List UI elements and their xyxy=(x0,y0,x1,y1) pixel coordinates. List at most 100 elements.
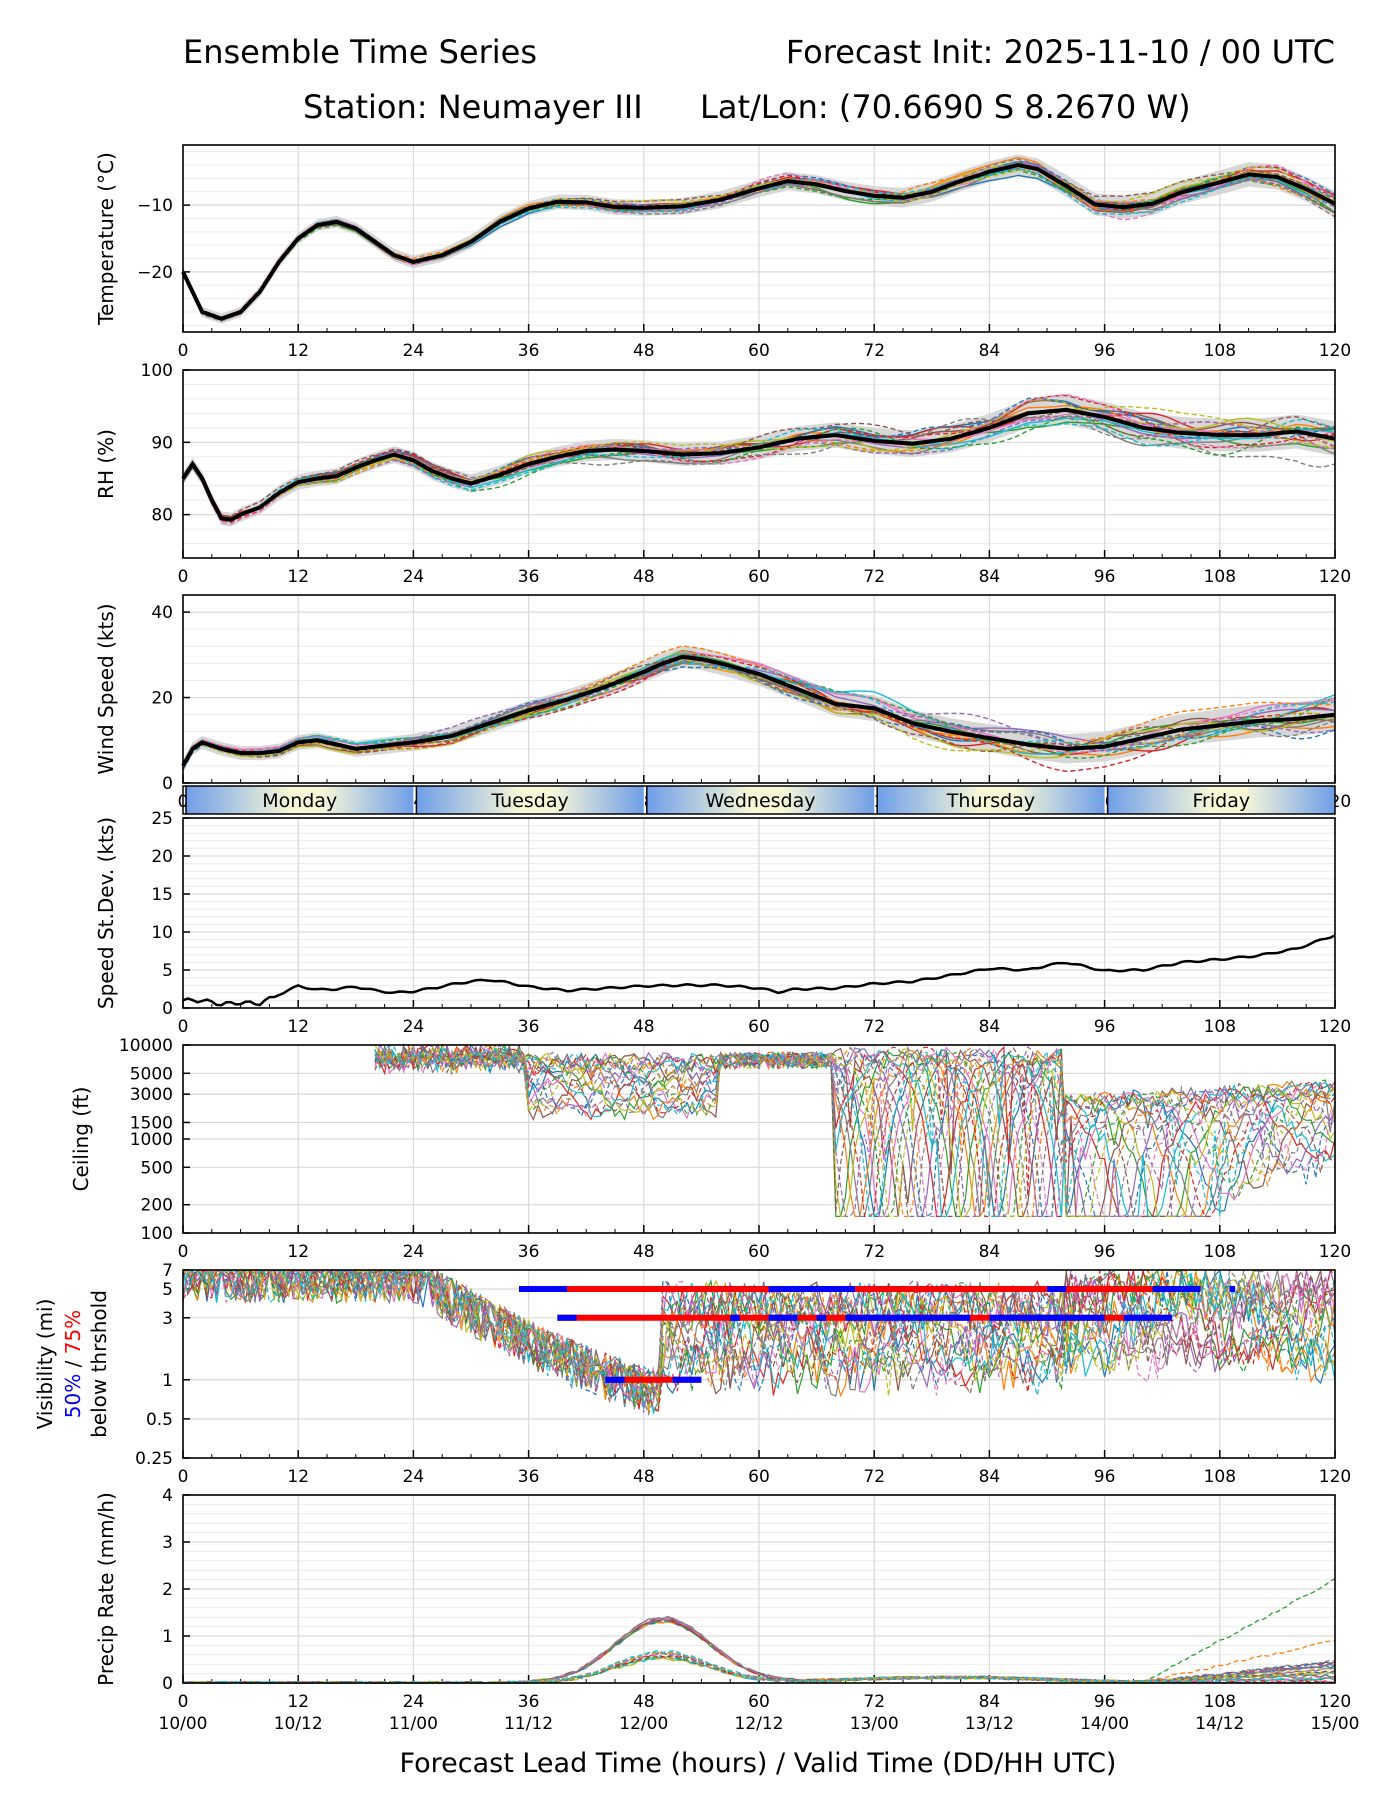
precip-xtick-label: 60 xyxy=(748,1692,770,1712)
valid-time-label: 10/00 xyxy=(159,1714,208,1734)
ceiling-ytick-label: 200 xyxy=(141,1196,173,1216)
speed-stdev-ytick-label: 5 xyxy=(162,961,173,981)
rh-ytick-label: 100 xyxy=(141,361,173,381)
wind-ytick-label: 0 xyxy=(162,774,173,794)
temperature-frame xyxy=(182,144,1336,333)
wind-member-line xyxy=(182,656,1336,767)
day-segment xyxy=(877,786,1105,814)
visibility-member-line xyxy=(182,1268,1336,1407)
temperature-member-line xyxy=(182,163,1336,319)
ceiling-member-line xyxy=(374,1043,1336,1218)
rh-xtick-label: 60 xyxy=(748,567,770,587)
speed-stdev-ytick-label: 25 xyxy=(151,809,173,829)
rh-member-line xyxy=(182,410,1336,517)
valid-time-label: 12/12 xyxy=(735,1714,784,1734)
speed-stdev-xtick-label: 120 xyxy=(1319,1017,1351,1037)
day-band: Monday Tuesday Wednesday Thursday Friday xyxy=(182,785,1336,815)
visibility-frame xyxy=(182,1269,1336,1459)
rh-ylabel: RH (%) xyxy=(94,429,118,499)
speed-stdev-xtick-label: 0 xyxy=(178,1017,189,1037)
visibility-ylabel-pct: 50% / 75% xyxy=(61,1310,85,1418)
precip-xtick-label: 36 xyxy=(518,1692,540,1712)
ceiling-ytick-label: 10000 xyxy=(119,1036,173,1056)
wind-ensemble-mean xyxy=(181,654,1336,767)
visibility-member-line xyxy=(183,1268,1336,1407)
visibility-xtick-label: 60 xyxy=(748,1467,770,1487)
speed-stdev-xtick-label: 72 xyxy=(863,1017,885,1037)
station-label: Station: Neumayer III xyxy=(303,88,643,126)
visibility-ytick-label: 1 xyxy=(162,1371,173,1391)
speed-stdev-xtick-label: 108 xyxy=(1204,1017,1236,1037)
precip-ytick-label: 4 xyxy=(162,1486,173,1506)
speed-stdev-xtick-label: 12 xyxy=(287,1017,309,1037)
ceiling-xtick-label: 96 xyxy=(1094,1242,1116,1262)
precip-frame xyxy=(182,1494,1336,1684)
rh-member-line xyxy=(182,406,1336,520)
ceiling-member-line xyxy=(374,1043,1336,1218)
visibility-ytick-label: 0.5 xyxy=(146,1410,173,1430)
day-segment xyxy=(416,786,644,814)
rh-xtick-label: 36 xyxy=(518,567,540,587)
valid-time-label: 12/00 xyxy=(619,1714,668,1734)
visibility-xtick-label: 96 xyxy=(1094,1467,1116,1487)
visibility-ylabel-50: 50% xyxy=(61,1374,85,1418)
rh-member-line xyxy=(182,398,1336,520)
speed-stdev-ytick-label: 20 xyxy=(151,847,173,867)
valid-time-label: 11/00 xyxy=(389,1714,438,1734)
visibility-xtick-label: 12 xyxy=(287,1467,309,1487)
speed-stdev-ylabel: Speed St.Dev. (kts) xyxy=(94,817,118,1009)
speed-stdev-xtick-label: 84 xyxy=(979,1017,1001,1037)
rh-xtick-label: 24 xyxy=(403,567,425,587)
rh-ytick-label: 80 xyxy=(151,506,173,526)
rh-member-line xyxy=(182,418,1336,521)
rh-member-line xyxy=(182,415,1335,522)
ceiling-ytick-label: 100 xyxy=(141,1224,173,1244)
temperature-xtick-label: 84 xyxy=(979,341,1001,361)
temperature-ensemble-mean xyxy=(181,162,1336,321)
wind-panel: 0204001224364860728496108120Wind Speed (… xyxy=(94,594,1351,812)
precip-xtick-label: 120 xyxy=(1319,1692,1351,1712)
precip-xtick-label: 84 xyxy=(979,1692,1001,1712)
rh-frame xyxy=(182,369,1336,559)
temperature-ytick-label: −20 xyxy=(137,263,173,283)
temperature-ylabel: Temperature (°C) xyxy=(94,152,118,326)
ceiling-xtick-label: 0 xyxy=(178,1242,189,1262)
temperature-xtick-label: 72 xyxy=(863,341,885,361)
valid-time-label: 13/00 xyxy=(850,1714,899,1734)
ceiling-xtick-label: 108 xyxy=(1204,1242,1236,1262)
speed-stdev-xtick-label: 48 xyxy=(633,1017,655,1037)
visibility-xtick-label: 24 xyxy=(403,1467,425,1487)
visibility-panel: 0.25 0.5 1 3 57 0 12 24 36 48 60 72 84 96 108 120 Visibi… xyxy=(33,1261,1351,1487)
precip-ylabel: Precip Rate (mm/h) xyxy=(94,1492,118,1686)
rh-member-line xyxy=(182,397,1336,520)
valid-time-label: 14/12 xyxy=(1195,1714,1244,1734)
precip-xtick-label: 0 xyxy=(178,1692,189,1712)
visibility-ytick-label: 3 xyxy=(162,1309,173,1329)
speed-stdev-xtick-label: 60 xyxy=(748,1017,770,1037)
rh-xtick-label: 12 xyxy=(287,567,309,587)
speed-stdev-ytick-label: 10 xyxy=(151,923,173,943)
rh-member-line xyxy=(182,394,1336,524)
precip-xtick-label: 48 xyxy=(633,1692,655,1712)
ceiling-xtick-label: 120 xyxy=(1319,1242,1351,1262)
speed-stdev-frame xyxy=(182,817,1336,1009)
speed-stdev-ytick-label: 0 xyxy=(162,999,173,1019)
ceiling-ytick-label: 500 xyxy=(141,1158,173,1178)
precip-ytick-label: 1 xyxy=(162,1627,173,1647)
rh-panel: 80 90 100 0 12 24 36 48 60 72 84 96 108 120 RH (%) xyxy=(94,361,1351,587)
visibility-ylabel: Visibility (mi) xyxy=(33,1299,57,1430)
visibility-ytick-label: 7 xyxy=(162,1261,173,1281)
rh-xtick-label: 84 xyxy=(979,567,1001,587)
ceiling-ytick-label: 5000 xyxy=(130,1064,173,1084)
temperature-xtick-label: 120 xyxy=(1319,341,1351,361)
temperature-xtick-label: 48 xyxy=(633,341,655,361)
rh-xtick-label: 96 xyxy=(1094,567,1116,587)
temperature-xtick-label: 108 xyxy=(1204,341,1236,361)
precip-ytick-label: 2 xyxy=(162,1580,173,1600)
ceiling-ytick-label: 1000 xyxy=(130,1130,173,1150)
valid-time-label: 11/12 xyxy=(504,1714,553,1734)
day-label-friday: Friday xyxy=(1193,790,1251,812)
